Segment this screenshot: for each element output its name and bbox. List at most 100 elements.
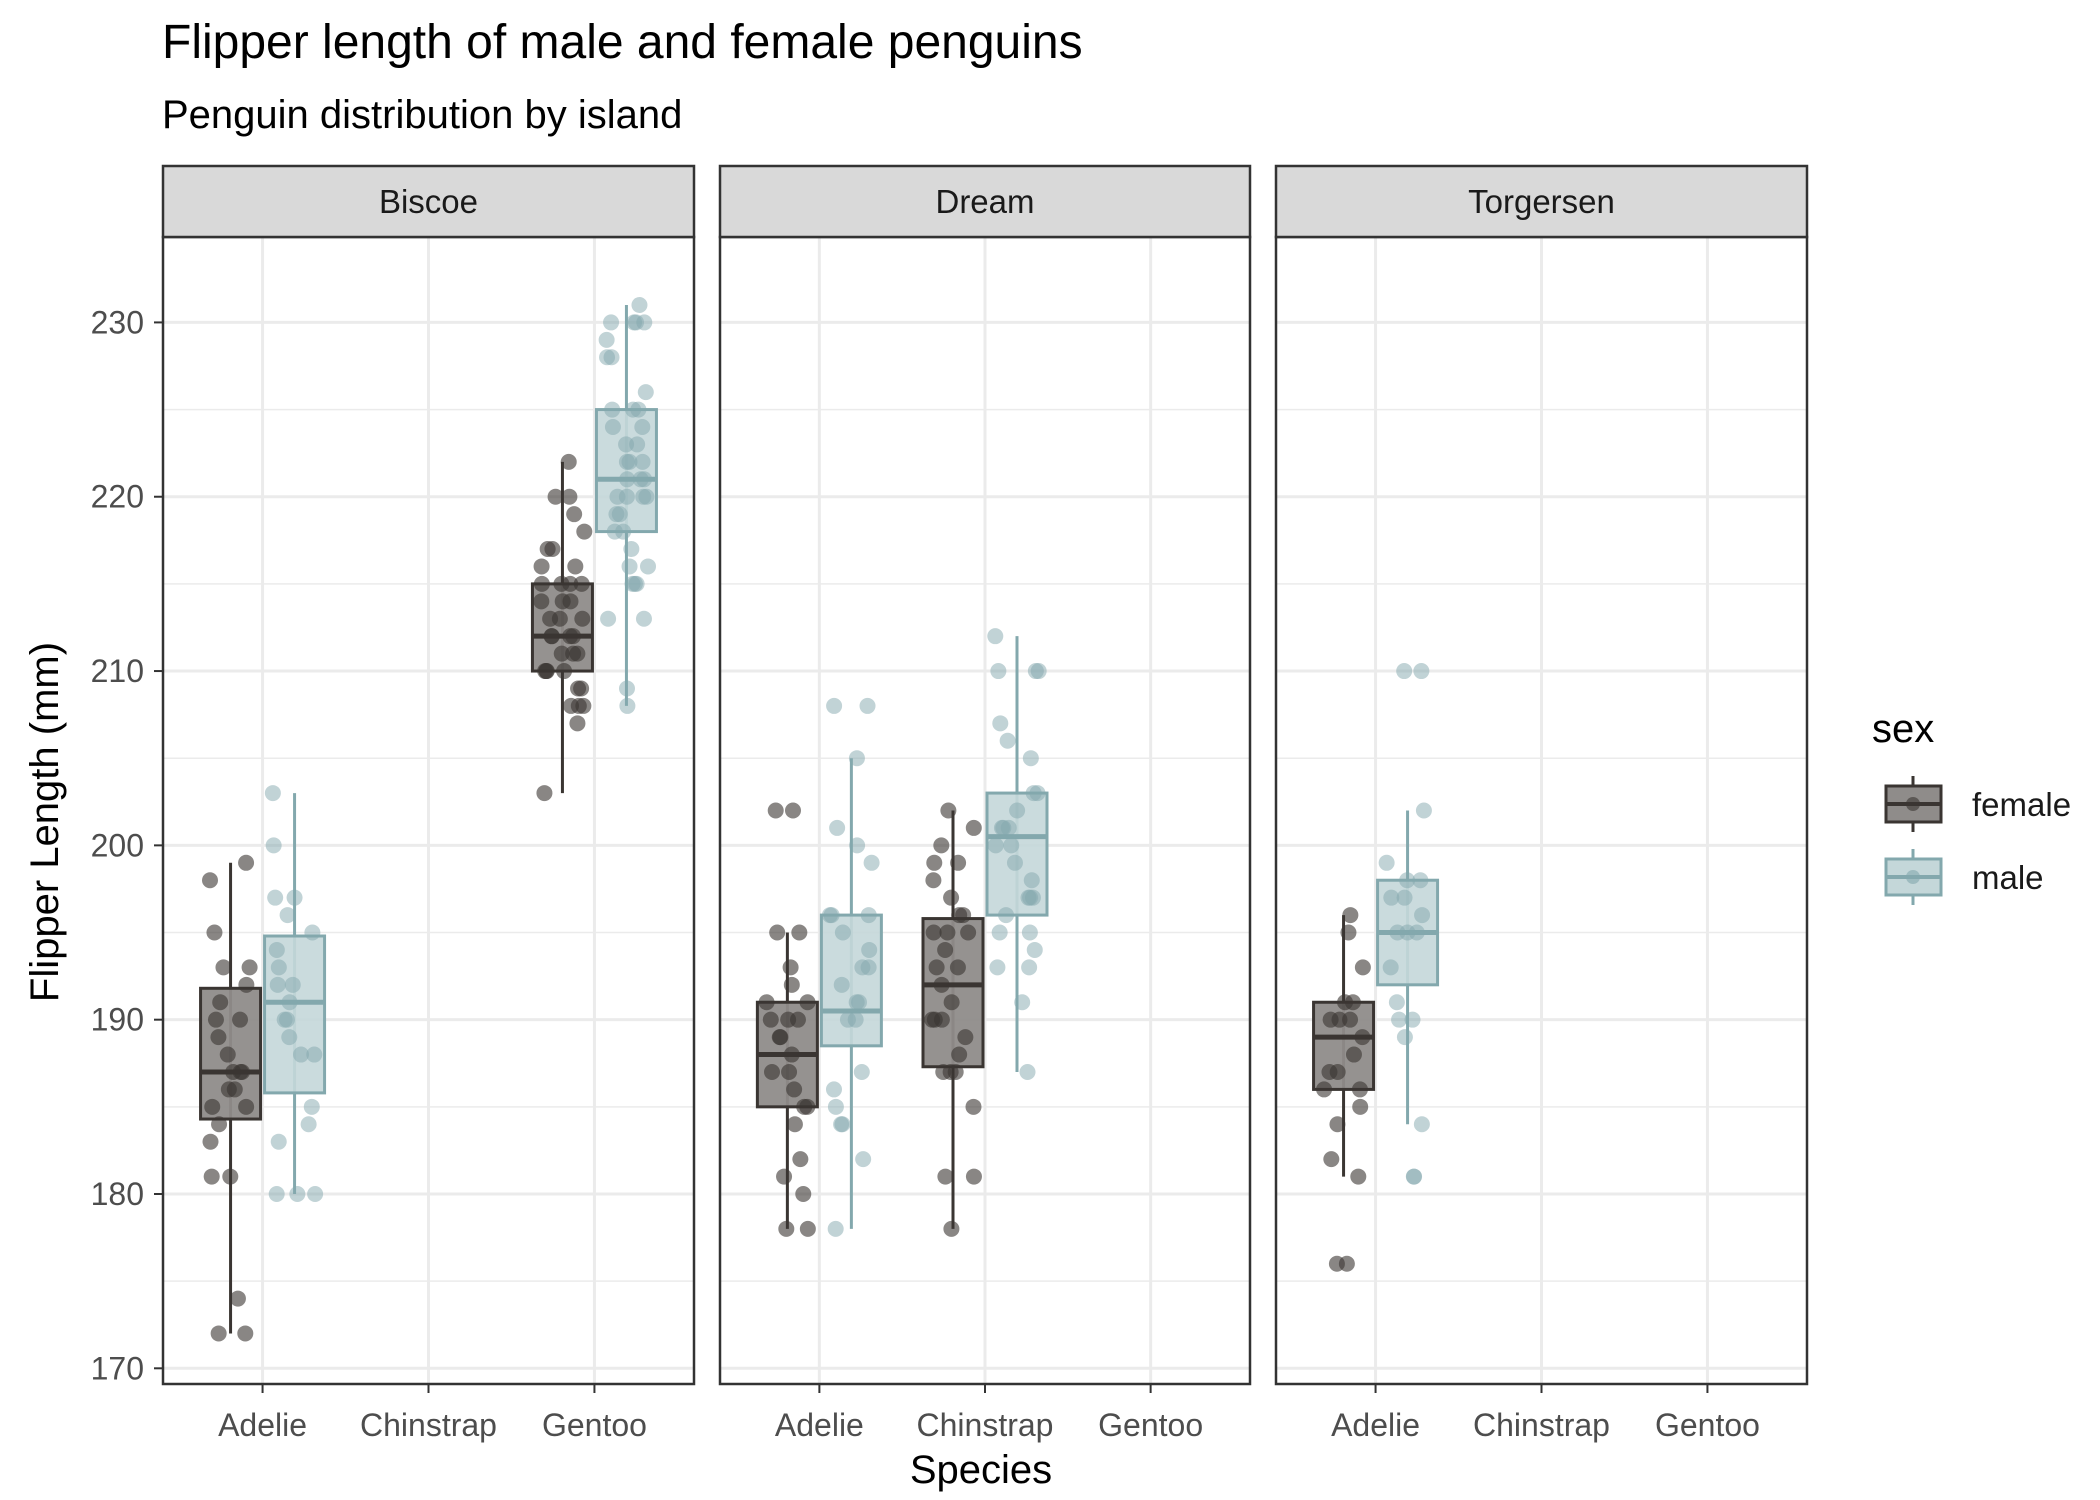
data-point	[533, 558, 550, 575]
data-point	[618, 488, 635, 505]
data-point	[799, 1098, 816, 1115]
x-tick-label: Chinstrap	[360, 1407, 497, 1443]
data-point	[621, 453, 638, 470]
data-point	[634, 453, 651, 470]
data-point	[284, 976, 301, 993]
data-point	[211, 1116, 228, 1133]
data-point	[1405, 1168, 1422, 1185]
x-tick-label: Adelie	[1331, 1407, 1420, 1443]
data-point	[1019, 1063, 1036, 1080]
data-point	[827, 1098, 844, 1115]
data-point	[957, 1029, 974, 1046]
data-point	[618, 436, 635, 453]
data-point	[638, 488, 655, 505]
facet-strip-label: Torgersen	[1468, 183, 1615, 220]
data-point	[1354, 959, 1371, 976]
data-point	[618, 680, 635, 697]
data-point	[600, 610, 617, 627]
data-point	[615, 523, 632, 540]
data-point	[823, 907, 840, 924]
data-point	[1027, 663, 1044, 680]
data-point	[553, 645, 570, 662]
data-point	[1009, 802, 1026, 819]
data-point	[1022, 750, 1039, 767]
data-point	[1378, 854, 1395, 871]
data-point	[847, 1011, 864, 1028]
data-point	[849, 837, 866, 854]
legend-key-point	[1906, 797, 1920, 811]
data-point	[567, 558, 584, 575]
data-point	[210, 1029, 227, 1046]
box-gentoo-male	[594, 296, 658, 714]
data-point	[267, 889, 284, 906]
y-tick-label: 230	[91, 304, 144, 340]
data-point	[1413, 1116, 1430, 1133]
data-point	[1328, 1255, 1345, 1272]
legend-title: sex	[1872, 707, 1934, 751]
data-point	[1350, 1168, 1367, 1185]
data-point	[637, 384, 654, 401]
data-point	[533, 593, 550, 610]
data-point	[1022, 889, 1039, 906]
data-point	[281, 994, 298, 1011]
data-point	[207, 1011, 224, 1028]
box-body	[263, 934, 327, 1095]
data-point	[989, 959, 1006, 976]
data-point	[1415, 802, 1432, 819]
data-point	[536, 785, 553, 802]
data-point	[241, 959, 258, 976]
data-point	[826, 697, 843, 714]
data-point	[1006, 854, 1023, 871]
x-tick-label: Gentoo	[1655, 1407, 1760, 1443]
data-point	[926, 854, 943, 871]
data-point	[306, 1046, 323, 1063]
facet-strip	[161, 164, 696, 239]
data-point	[631, 296, 648, 313]
data-point	[238, 854, 255, 871]
data-point	[565, 628, 582, 645]
data-point	[1316, 1081, 1333, 1098]
data-point	[1351, 1081, 1368, 1098]
x-tick-label: Gentoo	[542, 1407, 647, 1443]
data-point	[279, 907, 296, 924]
data-point	[833, 1116, 850, 1133]
data-point	[215, 959, 232, 976]
data-point	[758, 994, 775, 1011]
data-point	[848, 994, 865, 1011]
data-point	[206, 924, 223, 941]
data-point	[767, 802, 784, 819]
data-point	[619, 697, 636, 714]
data-point	[925, 924, 942, 941]
data-point	[556, 663, 573, 680]
data-point	[292, 1046, 309, 1063]
data-point	[202, 872, 219, 889]
data-point	[226, 1081, 243, 1098]
data-point	[853, 1063, 870, 1080]
data-point	[965, 1098, 982, 1115]
data-point	[1340, 924, 1357, 941]
data-point	[621, 558, 638, 575]
x-tick-label: Adelie	[775, 1407, 864, 1443]
data-point	[533, 575, 550, 592]
data-point	[783, 976, 800, 993]
data-point	[544, 541, 561, 558]
data-point	[1014, 994, 1031, 1011]
facet-strip	[1274, 164, 1809, 239]
data-point	[630, 401, 647, 418]
data-point	[940, 802, 957, 819]
data-point	[598, 331, 615, 348]
data-point	[990, 663, 1007, 680]
data-point	[634, 419, 651, 436]
data-point	[278, 1011, 295, 1028]
y-tick-label: 220	[91, 479, 144, 515]
data-point	[573, 575, 590, 592]
y-tick-label: 170	[91, 1350, 144, 1386]
data-point	[783, 1046, 800, 1063]
data-point	[1026, 941, 1043, 958]
x-axis-label: Species	[910, 1448, 1052, 1492]
data-point	[1404, 1011, 1421, 1028]
data-point	[635, 610, 652, 627]
data-point	[222, 1168, 239, 1185]
data-point	[1388, 994, 1405, 1011]
data-point	[640, 558, 657, 575]
